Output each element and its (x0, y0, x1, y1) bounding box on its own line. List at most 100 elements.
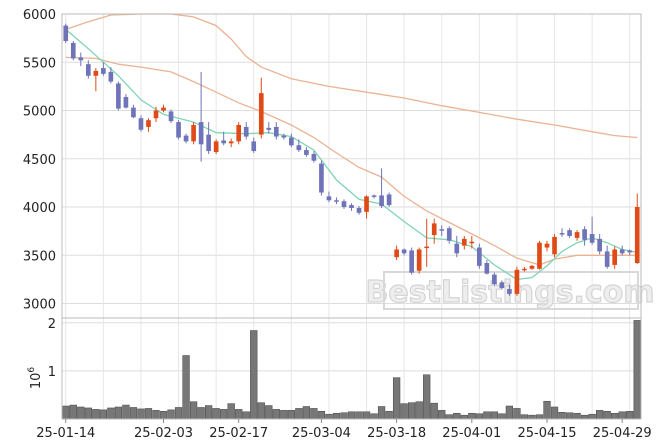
candle-body-down (78, 57, 84, 61)
volume-bar (137, 408, 145, 420)
volume-bar (129, 407, 138, 420)
date-tick-label: 25-04-01 (442, 426, 501, 441)
volume-bar (220, 409, 228, 420)
volume-series (62, 320, 641, 420)
volume-bar (340, 412, 348, 420)
volume-bar (460, 414, 468, 420)
candle (258, 77, 264, 139)
candle (78, 52, 84, 67)
candle (574, 230, 580, 241)
volume-bar (528, 414, 536, 420)
volume-bar (611, 412, 619, 420)
ma-long-line (65, 13, 638, 139)
candle (627, 249, 633, 256)
candle-body-up (634, 207, 640, 263)
candle-body-down (131, 107, 136, 118)
candle (529, 264, 535, 270)
price-tick-label: 4000 (23, 201, 56, 216)
volume-bar (69, 404, 77, 420)
date-tick-label: 25-04-15 (517, 426, 576, 441)
candle-body-down (386, 194, 392, 206)
price-tick-label: 4500 (23, 153, 56, 168)
candle (183, 133, 189, 144)
candle-body-down (589, 234, 595, 243)
candle-body-down (597, 238, 602, 252)
candle-body-down (446, 228, 452, 241)
candle (63, 23, 69, 43)
candle-body-up (146, 120, 151, 127)
volume-bar (573, 412, 581, 420)
volume-tick-label: 1 (48, 365, 56, 380)
candle (85, 60, 91, 79)
candle-body-down (183, 135, 189, 142)
candle (93, 68, 99, 92)
date-tick-label: 25-01-14 (36, 426, 95, 441)
volume-bar (385, 411, 393, 420)
volume-bar (144, 408, 153, 420)
date-tick-label: 25-03-18 (367, 426, 426, 441)
candle-body-down (439, 229, 445, 231)
candle-body-down (289, 137, 294, 146)
volume-bar (513, 408, 521, 420)
candle (206, 122, 211, 154)
volume-bar (377, 406, 386, 420)
volume-bar (107, 407, 115, 420)
candle-body-down (499, 282, 505, 289)
candle (236, 122, 242, 145)
candle-body-up (461, 238, 467, 246)
candle (356, 206, 362, 215)
volume-exponent-power: 6 (27, 367, 37, 373)
candle-body-up (153, 110, 159, 119)
candle (341, 199, 347, 209)
candle-body-down (70, 42, 76, 59)
candle (138, 115, 144, 132)
volume-bar (558, 412, 566, 420)
candle-body-down (198, 122, 204, 145)
volume-bar (505, 405, 514, 420)
candle (589, 216, 595, 245)
volume-bar (400, 403, 408, 420)
watermark-frame (383, 271, 639, 310)
candle-body-down (251, 141, 257, 152)
candle (281, 133, 287, 140)
candle (499, 280, 505, 290)
candle-body-down (85, 64, 91, 76)
candle (446, 226, 452, 244)
candle-body-down (168, 111, 174, 122)
candle (582, 226, 587, 246)
candle (334, 197, 339, 205)
candle (289, 133, 294, 148)
candle (101, 62, 106, 76)
volume-bar (626, 411, 634, 420)
candle (522, 266, 527, 272)
volume-bar (550, 406, 559, 420)
volume-bar (580, 414, 589, 420)
volume-bar (114, 406, 123, 420)
candle-body-up (213, 141, 219, 153)
volume-bar (235, 409, 243, 420)
candle (176, 120, 181, 140)
volume-bar (257, 402, 265, 420)
candle-body-up (93, 70, 99, 76)
candle (424, 218, 430, 267)
candle-body-down (138, 118, 144, 130)
candle (371, 194, 377, 199)
candle (469, 235, 475, 249)
volume-bar (453, 412, 461, 420)
volume-bar (167, 409, 175, 420)
candle (70, 41, 76, 61)
volume-bar (415, 401, 423, 420)
candle (634, 193, 640, 264)
volume-bar (204, 405, 213, 420)
candle-body-down (484, 262, 490, 274)
candle-body-down (206, 134, 211, 152)
candle-body-down (619, 249, 625, 254)
candle-body-up (469, 241, 475, 244)
volume-bar (189, 401, 198, 420)
candle (116, 81, 121, 111)
candle (484, 260, 490, 275)
candle-body-down (326, 196, 332, 201)
volume-bar (475, 413, 483, 420)
candle-body-down (582, 229, 587, 240)
